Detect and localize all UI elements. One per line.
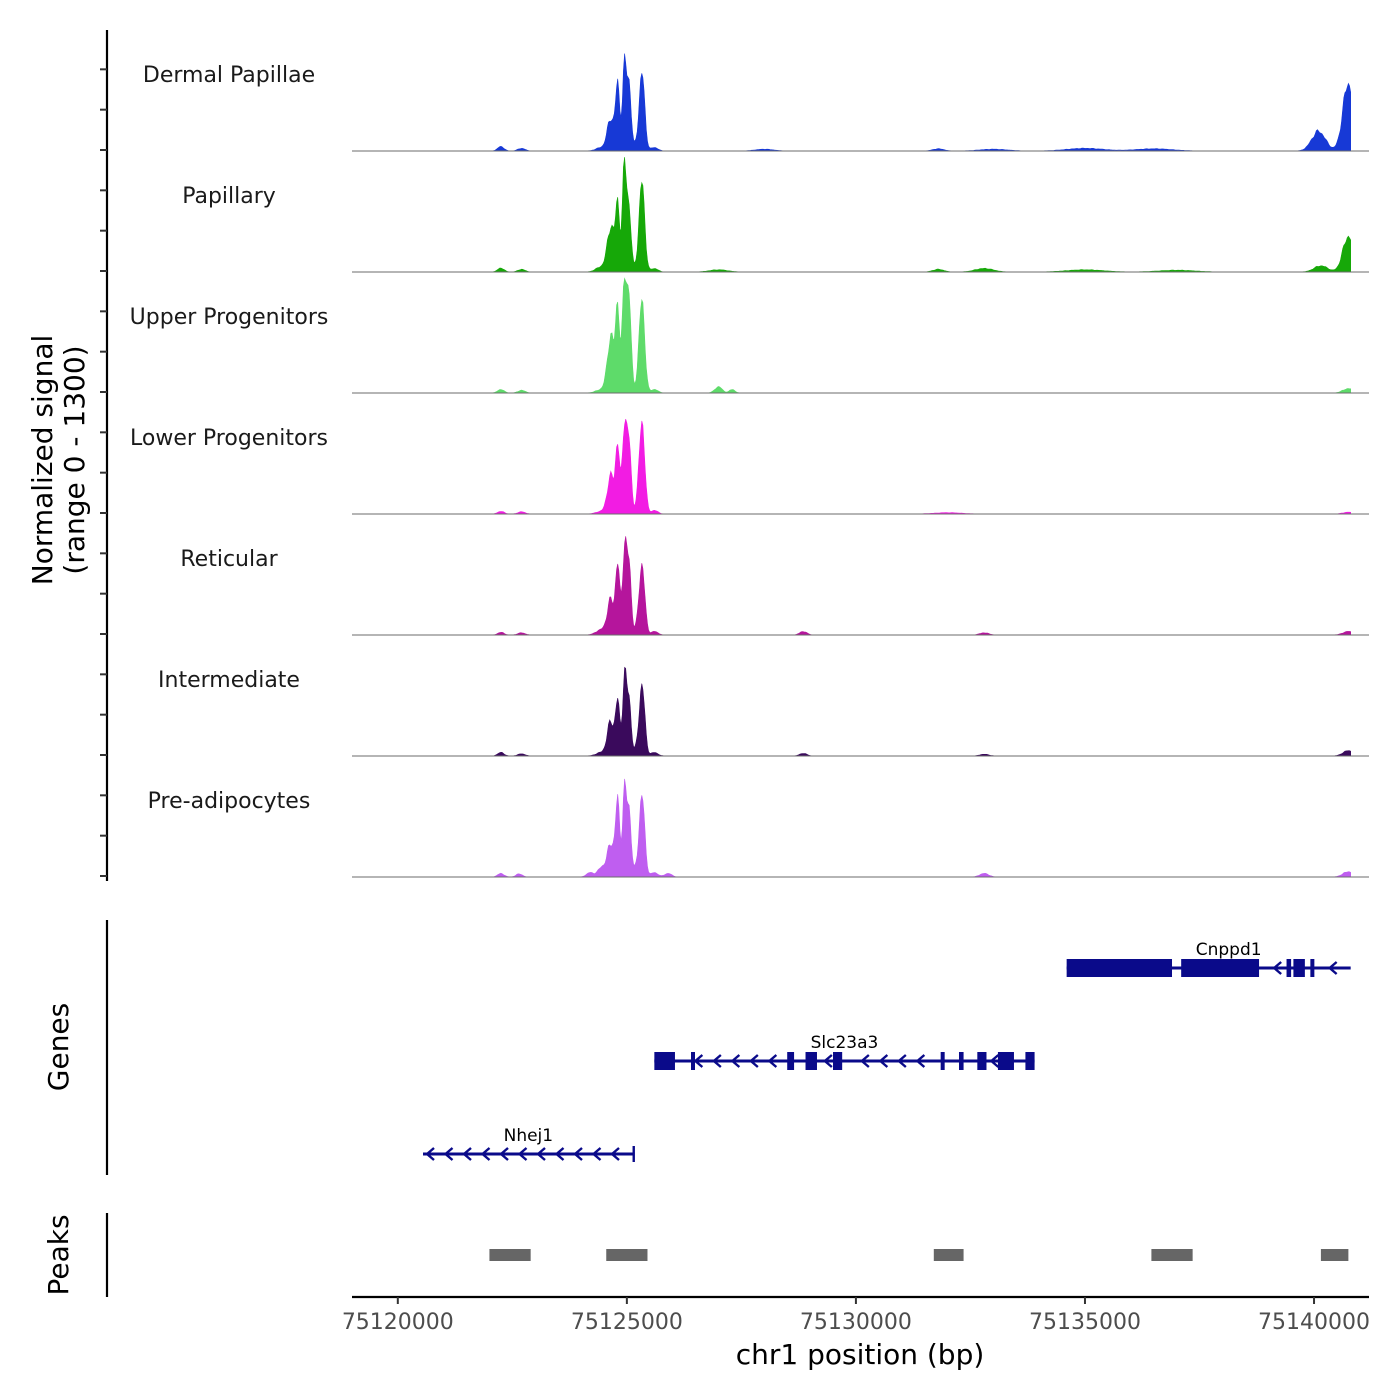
strand-arrow: [989, 1054, 1000, 1068]
peak-region: [1151, 1249, 1193, 1261]
x-tick-label: 75140000: [1258, 1310, 1370, 1335]
track-dermal-papillae: Dermal Papillae: [143, 53, 1369, 152]
x-axis-title: chr1 position (bp): [736, 1338, 985, 1371]
track-papillary: Papillary: [182, 157, 1369, 273]
strand-arrow: [749, 1054, 759, 1068]
y-axis-title-line2: (range 0 - 1300): [58, 345, 91, 574]
track-label: Dermal Papillae: [143, 63, 315, 88]
strand-arrow: [897, 1054, 907, 1068]
x-axis-ticks: 75120000 75125000 75130000 75135000 75140000: [342, 1297, 1370, 1335]
peak-region: [933, 1249, 964, 1261]
signal-area: [352, 277, 1351, 394]
track-pre-adipocytes: Pre-adipocytes: [148, 778, 1369, 878]
gene-exon: [977, 1052, 987, 1070]
track-lower-progenitors: Lower Progenitors: [130, 419, 1369, 515]
track-label: Upper Progenitors: [130, 305, 329, 330]
gene-exon: [1025, 1052, 1035, 1070]
x-tick-label: 75125000: [571, 1310, 683, 1335]
gene-exon: [997, 1052, 1014, 1070]
signal-y-ticks: [100, 68, 107, 877]
strand-arrow: [517, 1147, 528, 1161]
gene-exon: [1066, 959, 1173, 977]
strand-arrow: [823, 1054, 833, 1068]
signal-area: [352, 666, 1351, 757]
strand-arrow: [480, 1147, 491, 1161]
gene-label: Slc23a3: [811, 1033, 879, 1053]
strand-arrow: [462, 1147, 472, 1161]
gene-label: Nhej1: [504, 1126, 554, 1146]
gene-exon: [1181, 959, 1260, 977]
strand-arrow: [610, 1147, 620, 1161]
gene-exon: [1310, 959, 1315, 977]
x-tick-label: 75120000: [342, 1310, 454, 1335]
track-label: Pre-adipocytes: [148, 789, 311, 814]
gene-exon: [691, 1052, 695, 1070]
signal-area: [352, 536, 1351, 636]
track-reticular: Reticular: [180, 536, 1369, 636]
signal-area: [352, 778, 1351, 878]
gene-exon: [940, 1052, 945, 1070]
peak-track: [489, 1249, 1349, 1261]
strand-arrow: [591, 1147, 602, 1161]
strand-arrow: [767, 1054, 778, 1068]
strand-arrow: [915, 1054, 926, 1068]
signal-area: [352, 157, 1351, 273]
strand-arrow: [693, 1054, 704, 1068]
track-intermediate: Intermediate: [158, 666, 1369, 757]
gene-exon: [805, 1052, 817, 1070]
gene-track: Cnppd1 Slc23a3 Nhej1: [423, 940, 1351, 1162]
x-tick-label: 75130000: [800, 1310, 912, 1335]
strand-arrow: [536, 1147, 546, 1161]
strand-arrow: [425, 1147, 435, 1161]
gene-exon: [958, 1052, 964, 1070]
track-label: Lower Progenitors: [130, 426, 328, 451]
signal-area: [352, 53, 1351, 152]
genes-axis-title: Genes: [42, 1003, 75, 1091]
strand-arrow: [1327, 961, 1338, 975]
strand-arrow: [730, 1054, 741, 1068]
strand-arrow: [860, 1054, 870, 1068]
track-upper-progenitors: Upper Progenitors: [130, 277, 1369, 394]
peak-region: [489, 1249, 531, 1261]
strand-arrow: [1272, 961, 1282, 975]
gene-exon: [1293, 959, 1305, 977]
peaks-axis-title: Peaks: [42, 1214, 75, 1295]
strand-arrow: [573, 1147, 583, 1161]
signal-area: [352, 419, 1351, 515]
track-label: Reticular: [180, 547, 278, 572]
peak-region: [1320, 1249, 1349, 1261]
gene-cnppd1: Cnppd1: [1066, 940, 1351, 977]
strand-arrow: [443, 1147, 454, 1161]
strand-arrow: [499, 1147, 509, 1161]
track-label: Papillary: [182, 184, 276, 209]
gene-exon: [833, 1052, 843, 1070]
y-axis-title-line1: Normalized signal: [26, 335, 59, 586]
signal-tracks: Dermal Papillae Papillary Upper Progenitor…: [130, 53, 1369, 878]
gene-exon: [654, 1052, 675, 1070]
strand-arrow: [554, 1147, 565, 1161]
gene-exon: [1286, 959, 1292, 977]
strand-arrow: [878, 1054, 889, 1068]
gene-nhej1: Nhej1: [423, 1126, 635, 1162]
strand-arrow: [712, 1054, 722, 1068]
gene-slc23a3: Slc23a3: [654, 1033, 1035, 1070]
peak-region: [606, 1249, 648, 1261]
track-label: Intermediate: [158, 668, 300, 693]
gene-exon: [787, 1052, 795, 1070]
x-tick-label: 75135000: [1029, 1310, 1141, 1335]
gene-label: Cnppd1: [1196, 940, 1262, 960]
